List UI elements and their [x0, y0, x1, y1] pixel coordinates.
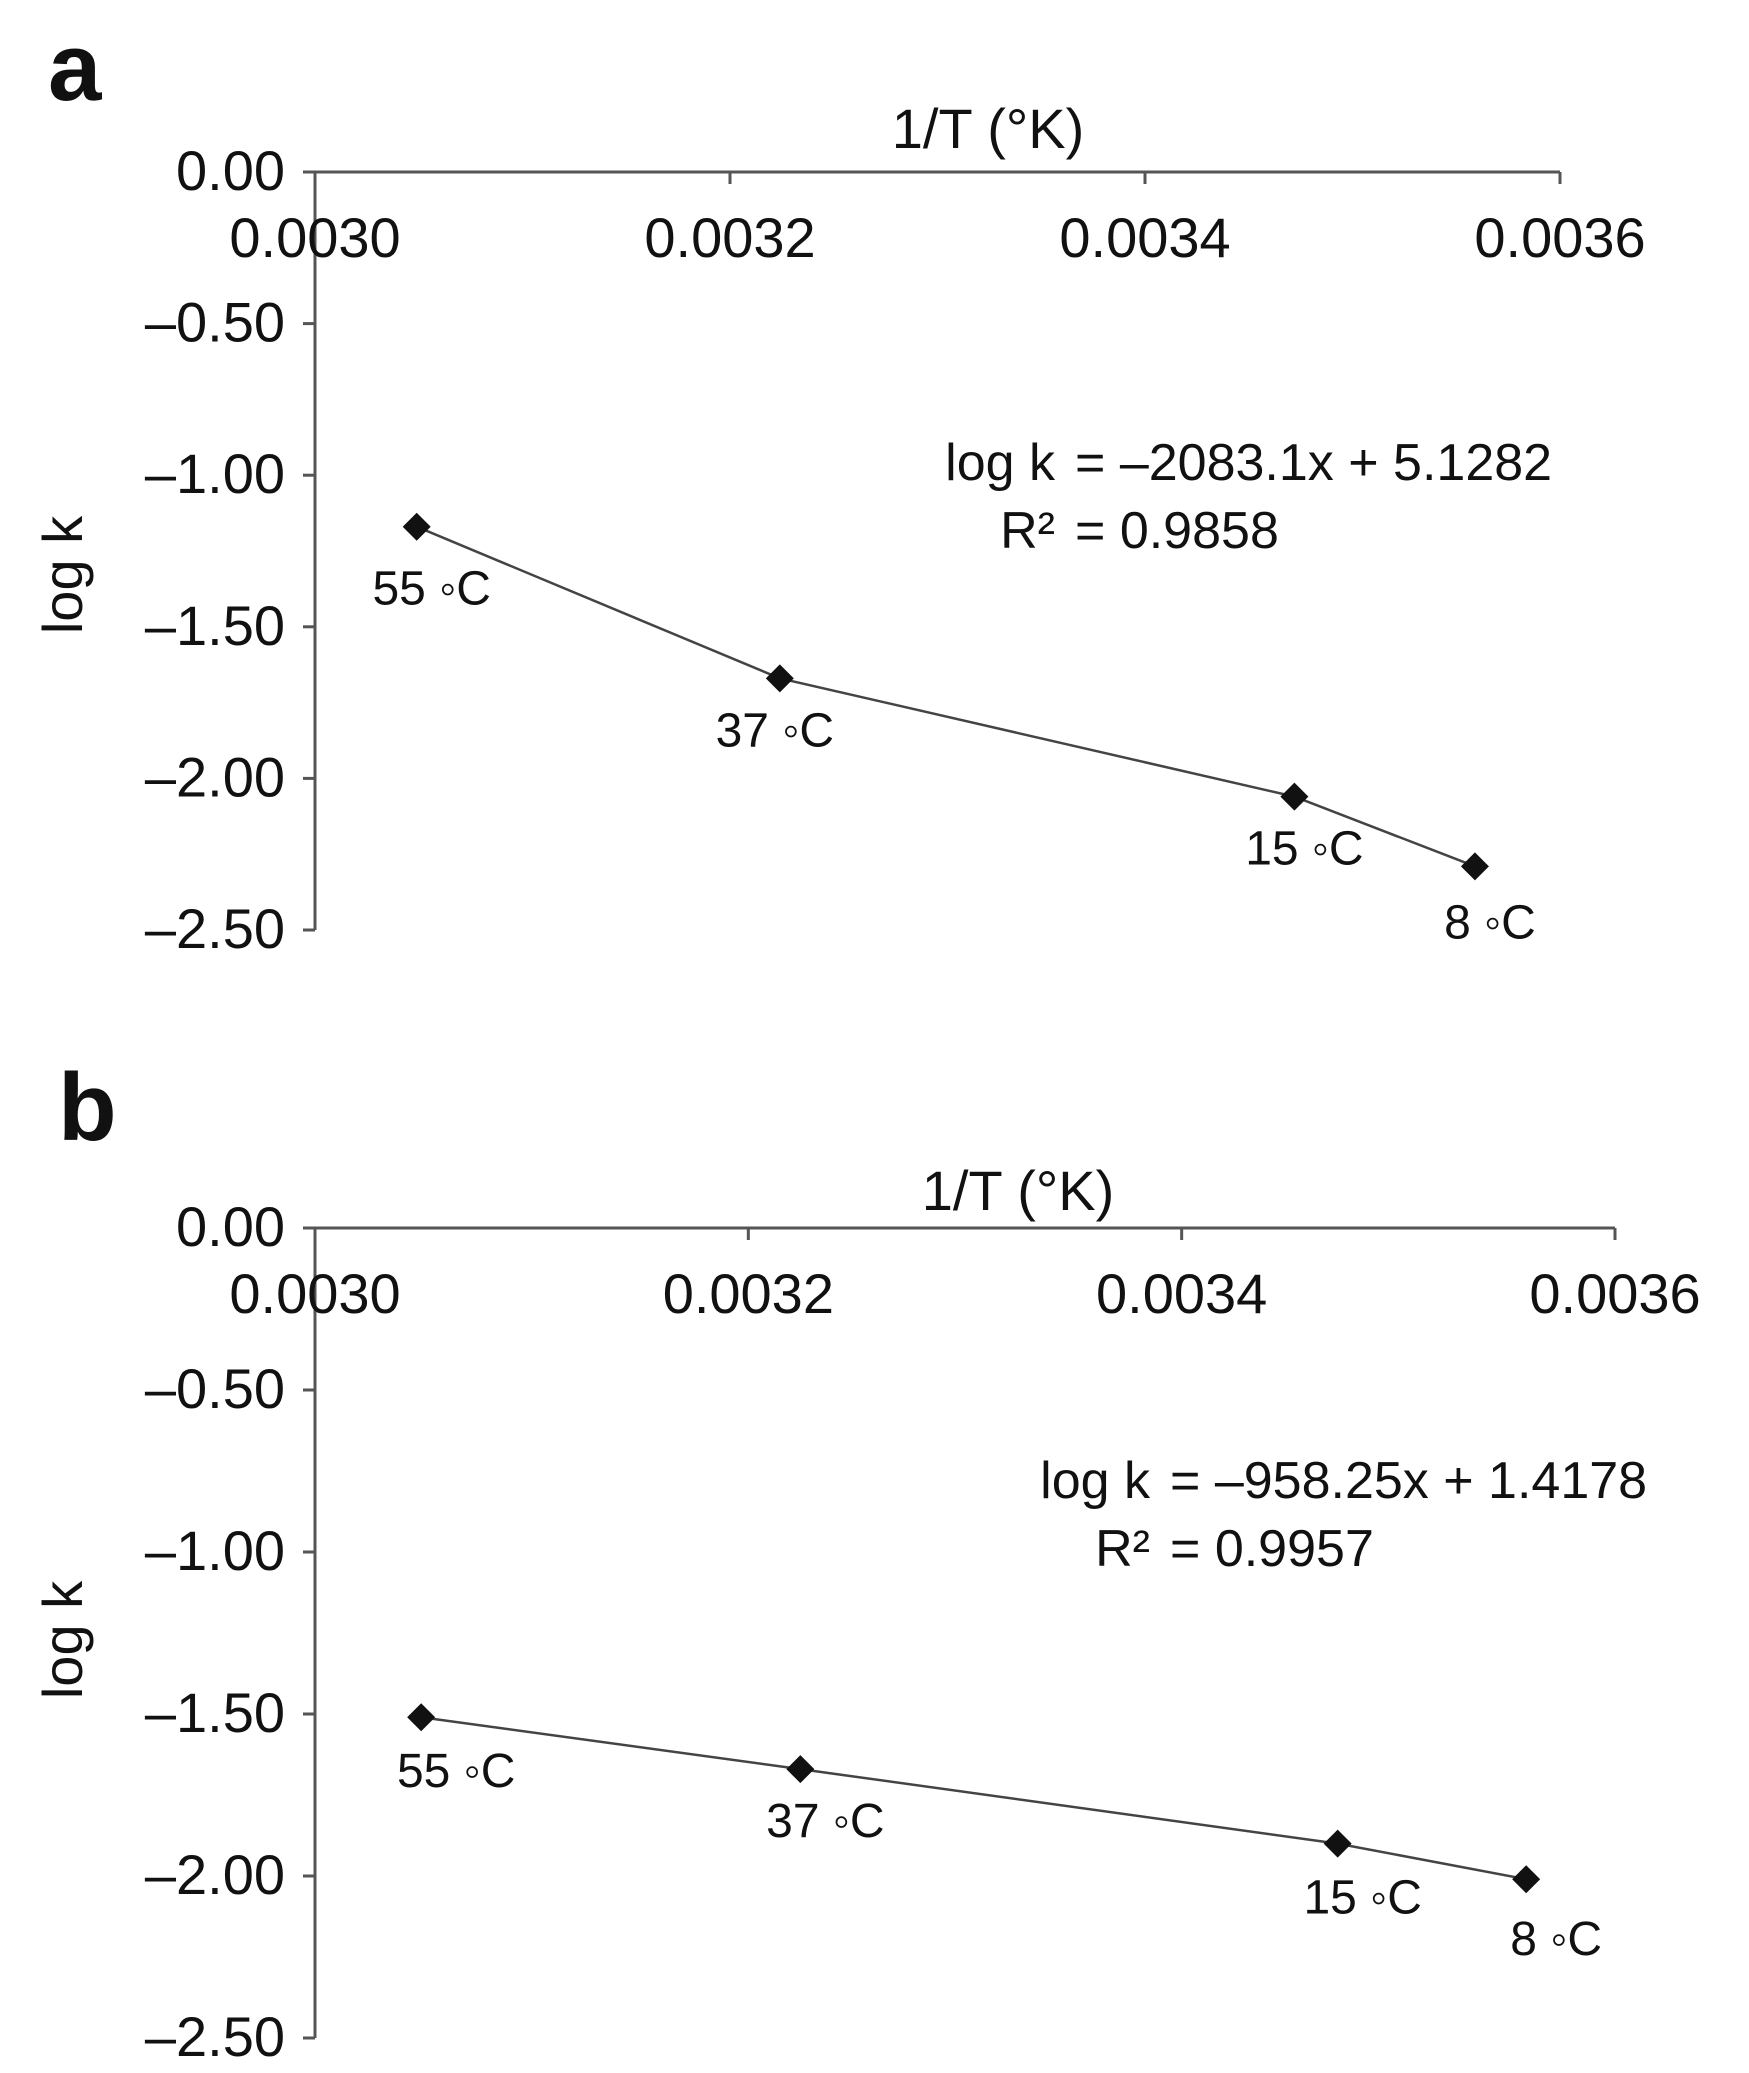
- panel-a-series: 55 ◦C 37 ◦C 15 ◦C 8 ◦C: [372, 512, 1536, 949]
- panel-a-equation-lhs: log k: [945, 434, 1056, 492]
- panel-a: a 1/T (°K) log k 0.0030 0.0032 0.0034 0.003…: [31, 14, 1646, 960]
- panel-b-series-line: [421, 1715, 1527, 1881]
- panel-a-y-tick-label: –2.00: [145, 745, 285, 808]
- panel-a-r2-lhs: R²: [1000, 502, 1055, 560]
- panel-b-y-tick-label: –2.00: [145, 1843, 285, 1906]
- panel-b-axes: [313, 1226, 1615, 2038]
- panel-b-equation: log k = –958.25x + 1.4178 R² = 0.9957: [1040, 1452, 1647, 1578]
- panel-a-point-label: 55 ◦C: [372, 563, 490, 616]
- panel-a-data-point: [765, 664, 794, 693]
- panel-a-y-tick-label: 0.00: [176, 139, 285, 202]
- panel-a-series-line: [416, 525, 1476, 868]
- panel-a-x-tick-label: 0.0034: [1059, 206, 1230, 269]
- panel-b-data-point: [1512, 1865, 1541, 1894]
- panel-b-equation-rhs: = –958.25x + 1.4178: [1170, 1452, 1647, 1510]
- panel-b-y-tick-label: –2.50: [145, 2005, 285, 2068]
- panel-a-x-tick-label: 0.0036: [1474, 206, 1645, 269]
- panel-b-r2-rhs: = 0.9957: [1170, 1520, 1374, 1578]
- panel-a-point-label: 37 ◦C: [716, 704, 834, 757]
- panel-b-point-label: 15 ◦C: [1303, 1872, 1421, 1925]
- panel-a-y-tick-label: –0.50: [145, 291, 285, 354]
- panel-b-point-label: 55 ◦C: [397, 1745, 515, 1798]
- panel-a-point-label: 8 ◦C: [1444, 896, 1536, 949]
- panel-a-ticks: 0.0030 0.0032 0.0034 0.0036 0.00 –0.50 –1.00 –1…: [145, 139, 1646, 960]
- panel-b-y-tick-label: 0.00: [176, 1195, 285, 1258]
- panel-b-y-tick-label: –0.50: [145, 1357, 285, 1420]
- panel-a-y-tick-label: –1.50: [145, 594, 285, 657]
- panel-b-x-axis-title: 1/T (°K): [922, 1159, 1115, 1222]
- panel-a-equation-rhs: = –2083.1x + 5.1282: [1075, 434, 1552, 492]
- panel-b-series: 55 ◦C 37 ◦C 15 ◦C 8 ◦C: [397, 1703, 1602, 1966]
- panel-b-data-point: [1323, 1829, 1352, 1858]
- panel-b-ticks: 0.0030 0.0032 0.0034 0.0036 0.00 –0.50 –1.00 –1…: [145, 1195, 1701, 2068]
- panel-a-equation: log k = –2083.1x + 5.1282 R² = 0.9858: [945, 434, 1552, 560]
- panel-b-r2-lhs: R²: [1095, 1520, 1150, 1578]
- panel-a-x-axis-title: 1/T (°K): [892, 97, 1085, 160]
- panel-b: b 1/T (°K) log k 0.0030 0.0032 0.0034 0.003…: [31, 1054, 1701, 2068]
- panel-b-y-axis-title: log k: [31, 1580, 94, 1699]
- panel-b-point-label: 37 ◦C: [766, 1795, 884, 1848]
- panel-a-y-tick-label: –1.00: [145, 442, 285, 505]
- panel-b-y-tick-label: –1.00: [145, 1519, 285, 1582]
- panel-b-x-tick-label: 0.0036: [1529, 1262, 1700, 1325]
- panel-a-y-axis-title: log k: [31, 515, 94, 634]
- panel-b-x-tick-label: 0.0032: [663, 1262, 834, 1325]
- panel-a-letter: a: [48, 14, 102, 121]
- panel-b-letter: b: [58, 1054, 117, 1161]
- panel-b-x-tick-label: 0.0034: [1096, 1262, 1267, 1325]
- panel-a-x-tick-label: 0.0030: [229, 206, 400, 269]
- panel-b-point-label: 8 ◦C: [1510, 1913, 1602, 1966]
- panel-a-axes: [313, 170, 1560, 930]
- panel-b-y-tick-label: –1.50: [145, 1681, 285, 1744]
- panel-a-data-point: [402, 512, 431, 541]
- panel-b-x-tick-label: 0.0030: [229, 1262, 400, 1325]
- panel-a-x-tick-label: 0.0032: [644, 206, 815, 269]
- panel-a-data-point: [1280, 782, 1309, 811]
- panel-b-data-point: [786, 1755, 815, 1784]
- panel-a-data-point: [1460, 852, 1489, 881]
- panel-a-point-label: 15 ◦C: [1245, 823, 1363, 876]
- panel-b-equation-lhs: log k: [1040, 1452, 1151, 1510]
- panel-a-y-tick-label: –2.50: [145, 897, 285, 960]
- panel-b-data-point: [407, 1703, 436, 1732]
- panel-a-r2-rhs: = 0.9858: [1075, 502, 1279, 560]
